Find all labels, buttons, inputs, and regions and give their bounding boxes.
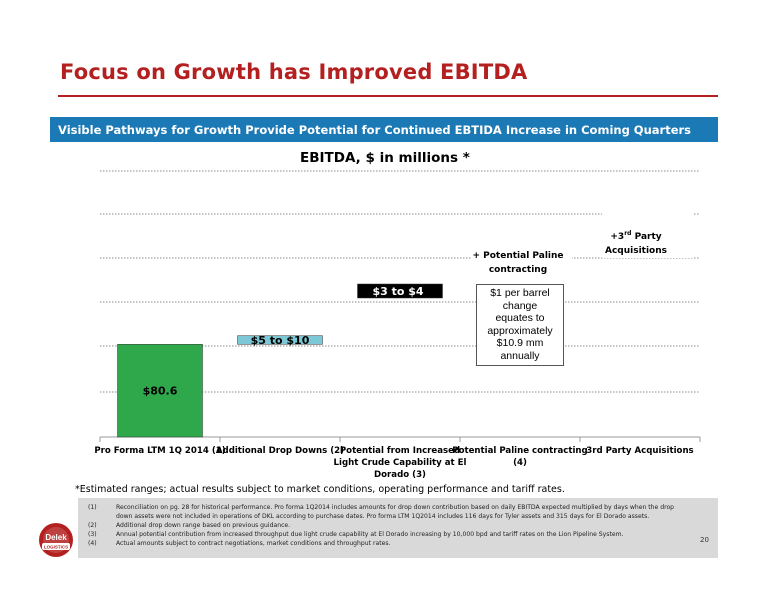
delek-logo: Delek LOGISTICS [39, 523, 73, 557]
logo-subtext: LOGISTICS [44, 545, 68, 550]
annotation-backdrop [602, 208, 694, 258]
subtitle-banner: Visible Pathways for Growth Provide Pote… [50, 117, 718, 142]
callout-line: $10.9 mm [496, 337, 544, 349]
note-number: (2) [88, 522, 97, 529]
third-party-suffix: Party [631, 232, 662, 242]
paline-annotation: + Potential Paline contracting [468, 249, 568, 277]
callout-line: change [502, 299, 538, 312]
x-tick-label: (4) [513, 458, 527, 468]
bar [357, 283, 443, 299]
x-tick-label: Dorado (3) [374, 470, 426, 480]
paline-annotation-line1: + Potential Paline [472, 251, 564, 261]
note-number: (3) [88, 531, 97, 538]
paline-annotation-line2: contracting [488, 265, 548, 275]
annotation-backdrop [472, 246, 572, 278]
callout-line: approximately [487, 324, 553, 337]
third-party-prefix: +3 [610, 232, 625, 242]
note-text: Annual potential contribution from incre… [116, 531, 624, 538]
third-party-annotation: +3rd Party Acquisitions [586, 227, 686, 258]
bar-value-label: $80.6 [143, 385, 178, 398]
per-barrel-callout: $1 per barrel change equates to approxim… [476, 284, 564, 366]
callout-line: $1 per barrel [490, 287, 550, 299]
page-title: Focus on Growth has Improved EBITDA [60, 60, 528, 84]
x-tick-label: 3rd Party Acquisitions [586, 446, 693, 456]
page-number: 20 [700, 536, 709, 544]
bar [117, 344, 203, 438]
third-party-line2: Acquisitions [604, 246, 667, 256]
x-tick-label: Additional Drop Downs (2) [216, 446, 344, 456]
callout-line: equates to [495, 312, 545, 324]
chart-title: EBITDA, $ in millions * [300, 150, 470, 166]
third-party-superscript: rd [624, 230, 632, 237]
callout-line: annually [500, 349, 540, 362]
x-tick-label: Pro Forma LTM 1Q 2014 (1) [94, 446, 225, 456]
bar-value-label: $5 to $10 [251, 334, 310, 347]
title-rule [58, 95, 718, 97]
note-text: Additional drop down range based on prev… [116, 522, 291, 529]
x-tick-label: Potential from Increased [340, 446, 460, 456]
note-text: down assets were not included in operati… [116, 513, 650, 520]
note-number: (4) [88, 540, 97, 547]
bar-value-label: $3 to $4 [372, 285, 423, 298]
note-text: Reconciliation on pg. 28 for historical … [116, 504, 675, 511]
note-number: (1) [88, 504, 97, 511]
bar [237, 335, 323, 345]
x-tick-label: Light Crude Capability at El [334, 458, 467, 468]
notes-box: (1) Reconciliation on pg. 28 for histori… [78, 498, 718, 558]
x-tick-label: Potential Paline contracting [452, 446, 587, 456]
logo-text: Delek [45, 533, 67, 542]
estimate-footnote: *Estimated ranges; actual results subjec… [75, 484, 565, 495]
note-text: Actual amounts subject to contract negot… [116, 540, 391, 547]
